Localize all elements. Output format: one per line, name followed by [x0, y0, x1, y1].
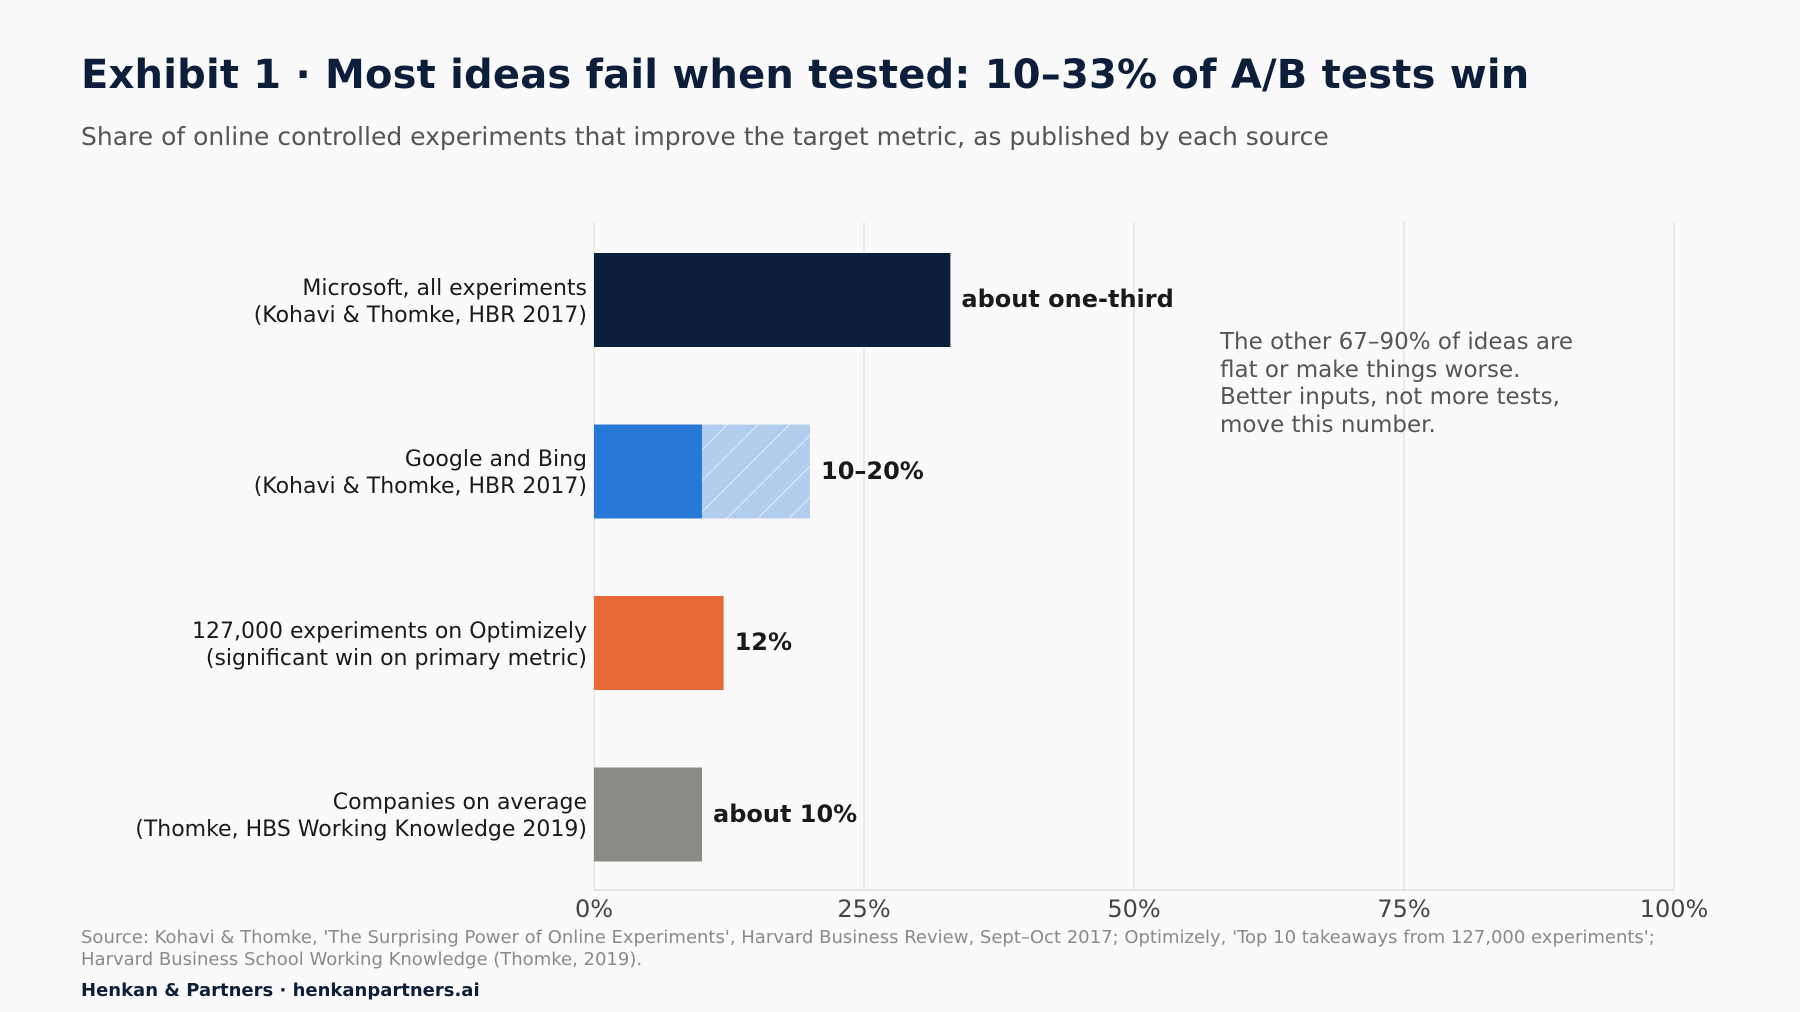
category-label-line2: (Thomke, HBS Working Knowledge 2019) [135, 817, 587, 842]
data-label: 10–20% [821, 456, 924, 485]
x-tick-label: 50% [1107, 895, 1161, 923]
source-line: Source: Kohavi & Thomke, 'The Surprising… [81, 927, 1655, 948]
source-line: Harvard Business School Working Knowledg… [81, 949, 643, 970]
bar [594, 253, 951, 347]
category-label-line1: Microsoft, all experiments [302, 276, 587, 301]
annotation-line: The other 67–90% of ideas are [1220, 329, 1574, 355]
annotation-line: flat or make things worse. [1220, 356, 1521, 383]
x-tick-label: 75% [1377, 895, 1431, 923]
x-tick-label: 100% [1639, 895, 1709, 923]
x-tick-label: 25% [837, 895, 891, 923]
bar-range-hatch [702, 424, 810, 519]
chart-subtitle: Share of online controlled experiments t… [81, 122, 1329, 151]
x-tick-label: 0% [574, 895, 614, 923]
category-label: Google and Bing (Kohavi & Thomke, HBR 20… [27, 446, 587, 500]
category-label-line1: Google and Bing [404, 447, 587, 472]
bar [594, 596, 724, 690]
bars [594, 253, 951, 862]
bar [594, 424, 702, 519]
category-label: 127,000 experiments on Optimizely (signi… [27, 618, 587, 672]
chart-title: Exhibit 1 · Most ideas fail when tested:… [81, 52, 1530, 98]
category-label: Microsoft, all experiments (Kohavi & Tho… [27, 275, 587, 329]
chart-annotation: The other 67–90% of ideas are flat or ma… [1220, 329, 1600, 439]
category-label-line1: 127,000 experiments on Optimizely [192, 619, 587, 644]
footer-brand: Henkan & Partners · henkanpartners.ai [81, 980, 480, 1001]
data-label: about one-third [961, 285, 1174, 313]
category-label-line2: (significant win on primary metric) [205, 646, 587, 671]
data-label: about 10% [713, 799, 858, 828]
data-label: 12% [734, 628, 793, 656]
source-note: Source: Kohavi & Thomke, 'The Surprising… [81, 927, 1781, 971]
bar [594, 767, 702, 862]
category-label: Companies on average (Thomke, HBS Workin… [27, 789, 587, 843]
category-label-line2: (Kohavi & Thomke, HBR 2017) [253, 303, 587, 328]
category-label-line1: Companies on average [332, 790, 587, 815]
category-label-line2: (Kohavi & Thomke, HBR 2017) [253, 474, 587, 499]
annotation-line: Better inputs, not more tests, [1220, 384, 1560, 410]
annotation-line: move this number. [1220, 411, 1436, 438]
